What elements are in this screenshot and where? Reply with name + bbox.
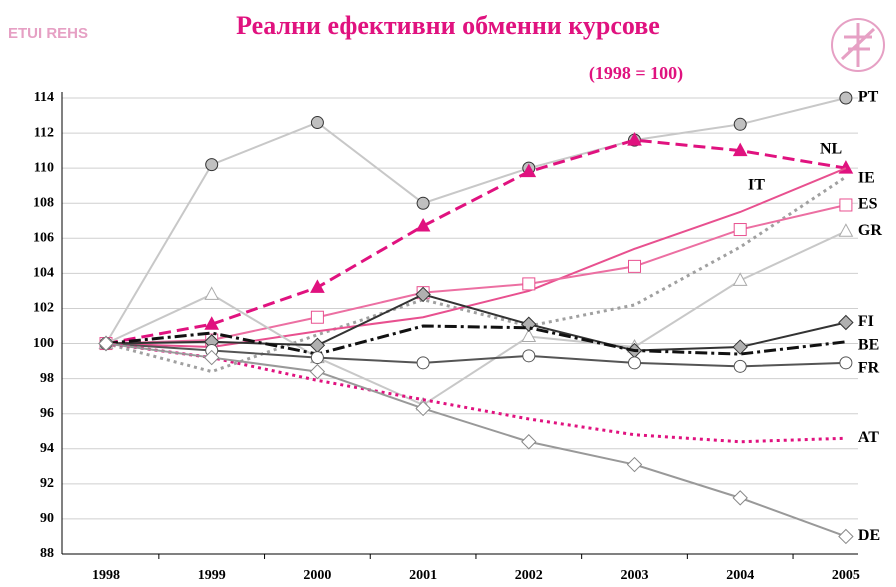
- chart-subtitle: (1998 = 100): [589, 63, 683, 84]
- x-tick-label: 2000: [303, 568, 331, 583]
- marker: [838, 223, 854, 237]
- marker: [732, 339, 748, 355]
- marker: [839, 91, 853, 105]
- marker: [415, 286, 431, 303]
- y-tick-label: 104: [33, 266, 54, 281]
- marker: [416, 356, 430, 370]
- marker: [838, 528, 854, 545]
- series-line: [105, 293, 847, 352]
- series-line: [105, 324, 847, 356]
- chart-title: Реални ефективни обменни курсове: [236, 11, 660, 40]
- series-label: IE: [858, 170, 875, 187]
- y-tick-label: 94: [40, 441, 54, 456]
- marker: [838, 314, 854, 331]
- marker: [628, 356, 641, 370]
- marker: [203, 349, 220, 366]
- series-line: [105, 97, 847, 345]
- y-tick-label: 102: [33, 301, 54, 316]
- series-label: GR: [858, 222, 882, 239]
- marker: [205, 158, 219, 172]
- y-tick-label: 88: [40, 546, 54, 561]
- marker: [310, 310, 324, 324]
- x-tick-label: 2002: [515, 568, 543, 583]
- series-label: DE: [858, 527, 880, 544]
- marker: [626, 456, 643, 473]
- marker: [627, 132, 642, 146]
- marker: [204, 316, 220, 330]
- series-label: FI: [858, 313, 874, 330]
- series-label: FR: [858, 360, 880, 377]
- series-line: [105, 342, 847, 538]
- series-line: [105, 342, 846, 444]
- marker: [415, 400, 431, 417]
- marker: [839, 356, 853, 370]
- y-tick-label: 96: [40, 406, 54, 421]
- x-tick-label: 2005: [832, 568, 860, 583]
- y-tick-label: 112: [34, 125, 54, 140]
- series-label: PT: [858, 89, 879, 106]
- marker: [733, 359, 747, 373]
- marker: [522, 349, 536, 363]
- marker: [310, 279, 325, 293]
- marker: [628, 259, 641, 273]
- marker: [98, 335, 114, 352]
- marker: [521, 434, 537, 450]
- right-logo: [831, 18, 885, 72]
- marker: [310, 116, 324, 130]
- marker: [733, 223, 747, 237]
- marker: [416, 196, 430, 210]
- x-tick-label: 1998: [92, 568, 120, 583]
- marker: [521, 163, 537, 178]
- series-label: IT: [748, 177, 765, 194]
- marker: [732, 142, 748, 157]
- x-tick-label: 2004: [726, 568, 754, 583]
- x-tick-label: 2003: [621, 568, 649, 583]
- y-tick-label: 100: [33, 336, 54, 351]
- marker: [309, 337, 326, 353]
- series-line: [105, 230, 847, 407]
- series-line: [105, 138, 847, 346]
- y-tick-label: 98: [40, 371, 54, 386]
- series-line: [105, 175, 847, 374]
- series-label: ES: [858, 196, 878, 213]
- x-tick-label: 1999: [198, 568, 226, 583]
- marker: [521, 328, 537, 343]
- series-line: [105, 342, 846, 368]
- marker: [204, 286, 220, 300]
- y-tick-label: 92: [40, 476, 54, 491]
- marker: [732, 272, 748, 286]
- x-tick-label: 2001: [409, 568, 437, 583]
- series-line: [105, 167, 847, 349]
- y-tick-label: 90: [40, 511, 54, 526]
- y-tick-label: 106: [33, 231, 54, 246]
- y-tick-label: 114: [34, 90, 54, 105]
- marker: [732, 490, 748, 506]
- marker: [733, 117, 747, 131]
- marker: [309, 363, 326, 380]
- marker: [415, 217, 431, 232]
- logo: ETUI REHS: [8, 25, 88, 42]
- marker: [522, 277, 536, 291]
- series-label: BE: [858, 336, 879, 353]
- marker: [310, 351, 324, 365]
- series-label: AT: [858, 429, 879, 446]
- y-tick-label: 108: [33, 195, 54, 210]
- series-label: NL: [820, 141, 842, 158]
- marker: [839, 198, 853, 212]
- y-tick-label: 110: [34, 160, 54, 175]
